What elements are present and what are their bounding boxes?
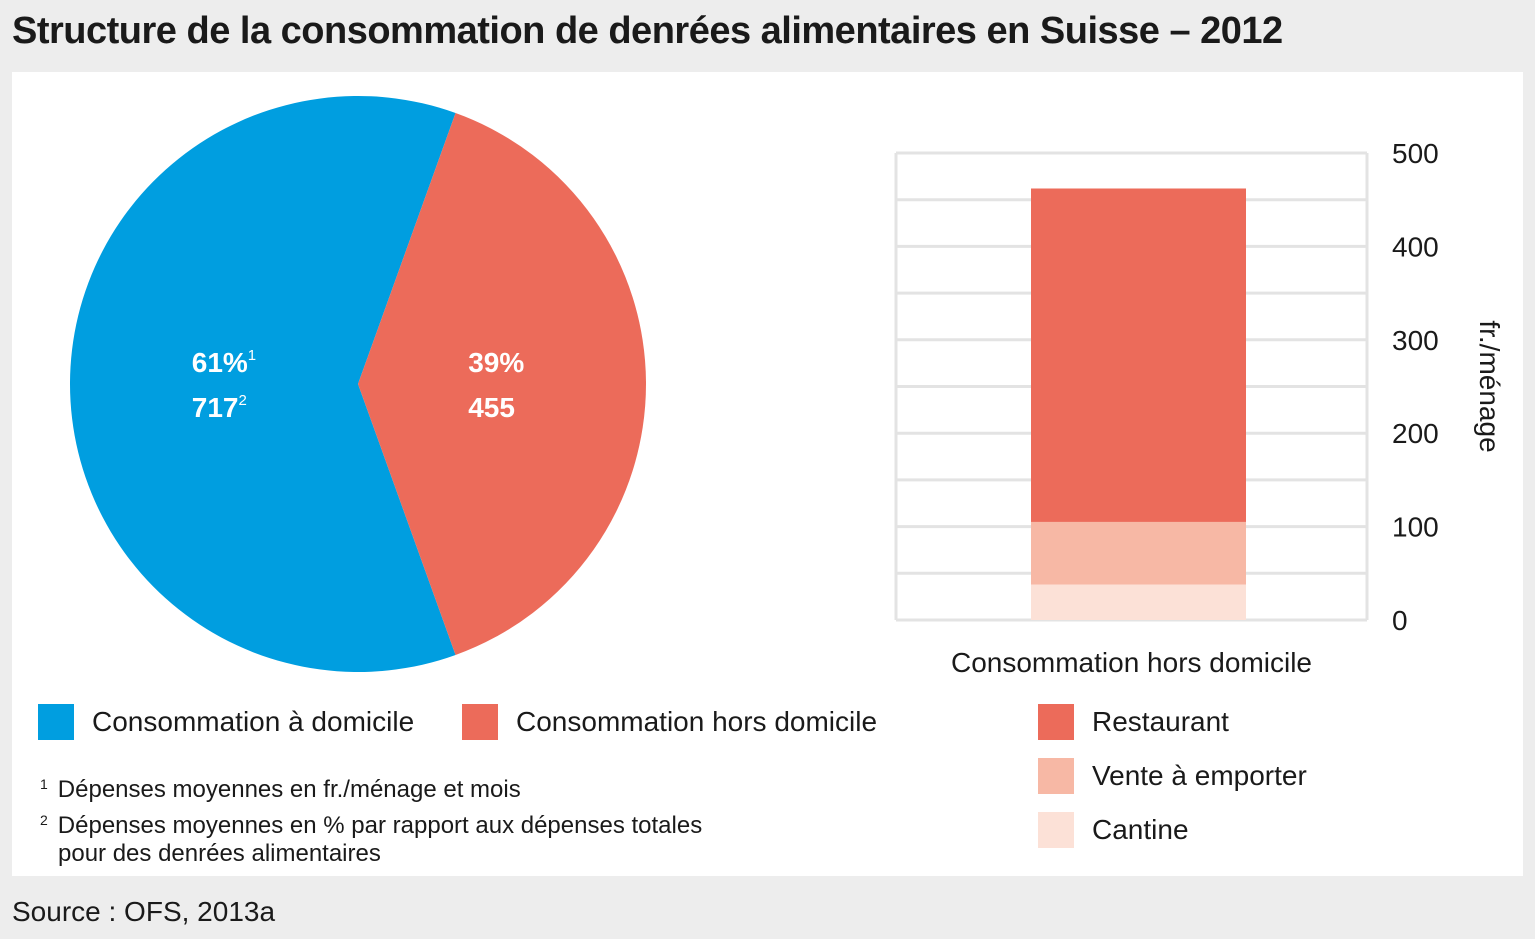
footnote-1-text: Dépenses moyennes en fr./ménage et mois xyxy=(57,776,521,803)
footnote-1: 1 Dépenses moyennes en fr./ménage et mois xyxy=(40,770,521,804)
legend-label-domicile: Consommation à domicile xyxy=(92,706,415,737)
pie-slice-consommation-hors-domicile xyxy=(358,113,646,655)
y-tick-label: 200 xyxy=(1392,418,1439,449)
footnote-2-text-line2: pour des denrées alimentaires xyxy=(58,840,381,867)
bar-segment-vente-a-emporter xyxy=(1031,521,1246,585)
chart-title: Structure de la consommation de denrées … xyxy=(12,10,1283,52)
legend-swatch-vente-a-emporter xyxy=(1038,758,1074,794)
y-tick-label: 400 xyxy=(1392,231,1439,262)
chart-panel: 61%1 7172 39% 455 0 100 200 300 400 500 fr./ménage… xyxy=(12,72,1523,876)
footnote-1-mark: 1 xyxy=(40,776,48,792)
legend-label-restaurant: Restaurant xyxy=(1092,706,1229,737)
y-tick-label: 500 xyxy=(1392,138,1439,169)
y-axis-label: fr./ménage xyxy=(1474,320,1505,452)
pie-label-value-consommation-hors-domicile: 455 xyxy=(468,392,515,423)
legend-label-cantine: Cantine xyxy=(1092,814,1189,845)
source-note: Source : OFS, 2013a xyxy=(12,896,276,927)
pie-slice-consommation-a-domicile xyxy=(69,95,456,672)
legend-item-domicile: Consommation à domicile xyxy=(38,704,414,740)
legend-swatch-cantine xyxy=(1038,812,1074,848)
x-category-label: Consommation hors domicile xyxy=(951,647,1312,678)
legend-item-hors-domicile: Consommation hors domicile xyxy=(462,704,877,740)
legend-swatch-restaurant xyxy=(1038,704,1074,740)
pie-label-percent-consommation-hors-domicile: 39% xyxy=(468,347,524,378)
legend-item-cantine: Cantine xyxy=(1038,812,1189,848)
legend-swatch-domicile xyxy=(38,704,74,740)
legend-label-hors-domicile: Consommation hors domicile xyxy=(516,706,878,737)
y-tick-label: 300 xyxy=(1392,325,1439,356)
legend-item-vente-a-emporter: Vente à emporter xyxy=(1038,758,1307,794)
pie-label-percent-consommation-a-domicile: 61%1 xyxy=(192,347,256,378)
y-tick-label: 0 xyxy=(1392,605,1408,636)
legend-item-restaurant: Restaurant xyxy=(1038,704,1229,740)
y-tick-label: 100 xyxy=(1392,512,1439,543)
bar-segment-restaurant xyxy=(1031,188,1246,522)
legend-label-vente-a-emporter: Vente à emporter xyxy=(1092,760,1307,791)
footnote-2-text: Dépenses moyennes en % par rapport aux d… xyxy=(57,812,703,839)
footnote-2: 2 Dépenses moyennes en % par rapport aux … xyxy=(40,806,702,868)
bar-segment-cantine xyxy=(1031,584,1246,620)
footnote-2-mark: 2 xyxy=(40,812,48,828)
pie-label-value-consommation-a-domicile: 7172 xyxy=(192,392,247,423)
legend-swatch-hors-domicile xyxy=(462,704,498,740)
chart-canvas: 61%1 7172 39% 455 0 100 200 300 400 500 fr./ménage… xyxy=(69,95,1505,678)
